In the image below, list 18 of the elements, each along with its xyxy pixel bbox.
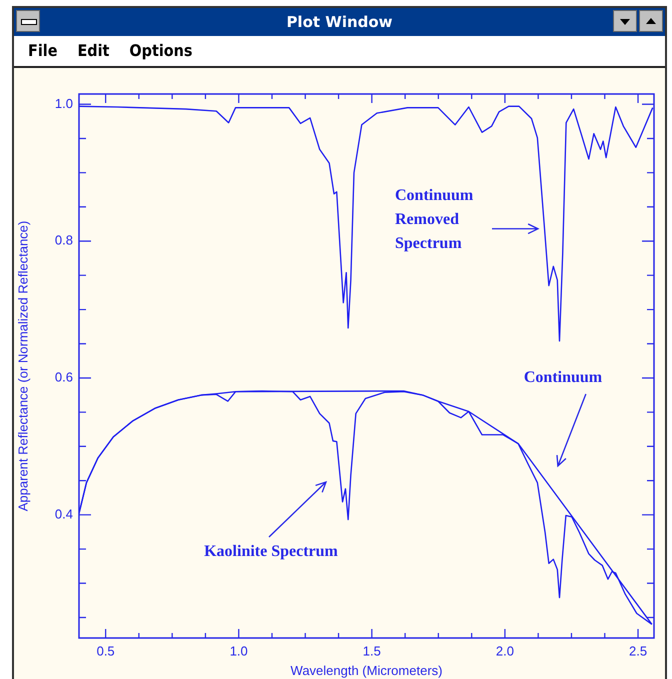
- y-tick-label: 0.4: [54, 506, 73, 522]
- text: Options: [129, 41, 192, 60]
- chart-title: Plot Window: [286, 13, 393, 31]
- x-tick-label: 1.5: [362, 643, 381, 658]
- x-tick-label: 1.0: [230, 643, 248, 658]
- y-tick-label: 0.6: [54, 370, 73, 385]
- annotation: Continuum Removed Spectrum: [395, 186, 474, 254]
- x-tick-label: 2.5: [628, 643, 648, 658]
- text: Edit: [77, 41, 110, 60]
- x-tick-label: 0.5: [96, 643, 115, 658]
- y-tick-label: 1.0: [54, 96, 73, 111]
- x-axis-title: Wavelength (Micrometers): [290, 662, 442, 678]
- y-axis-title: Apparent Reflectance (or Normalized Reflectance): [15, 220, 30, 512]
- y-tick-label: 0.8: [54, 232, 73, 248]
- x-tick-label: 2.0: [496, 643, 514, 658]
- annotation: Continuum: [522, 368, 604, 388]
- annotation: Kaolinite Spectrum: [203, 542, 339, 562]
- text: File: [28, 41, 58, 60]
